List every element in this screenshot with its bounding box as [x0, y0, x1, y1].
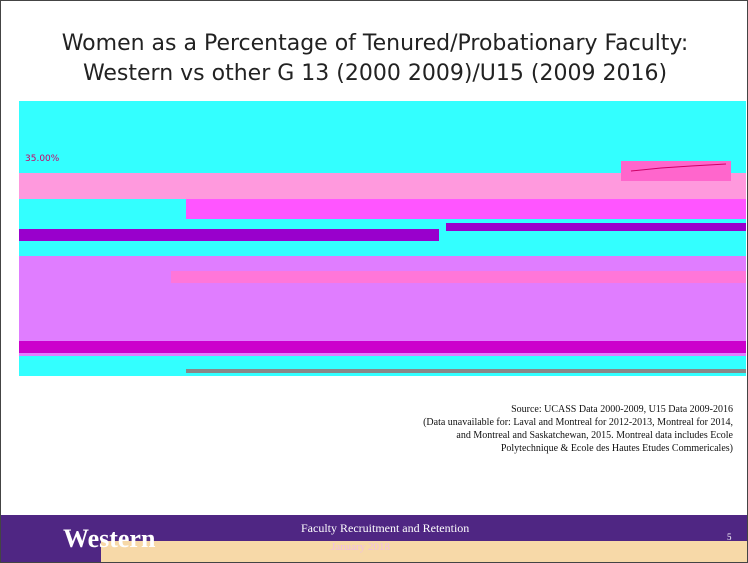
footer-band — [101, 541, 748, 563]
source-line: Polytechnique & Ecole des Hautes Etudes … — [501, 443, 733, 454]
slide: Women as a Percentage of Tenured/Probati… — [0, 0, 748, 563]
source-line: Source: UCASS Data 2000-2009, U15 Data 2… — [511, 404, 733, 415]
y-tick-label: 35.00% — [25, 154, 60, 164]
source-line: and Montreal and Saskatchewan, 2015. Mon… — [456, 430, 733, 441]
footer-brand: Western — [63, 524, 155, 554]
chart-image: 35.00% — [1, 1, 748, 401]
page-number: 5 — [727, 532, 732, 542]
source-line: (Data unavailable for: Laval and Montrea… — [423, 417, 733, 428]
footer-date: January 2018 — [331, 541, 390, 553]
footer-text: Faculty Recruitment and Retention — [301, 521, 469, 536]
